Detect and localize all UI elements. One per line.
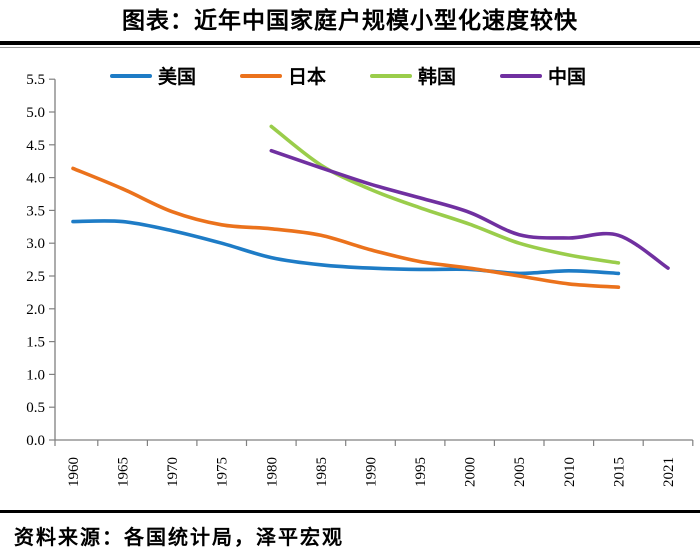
x-axis-label: 1980 [264,457,280,487]
x-axis-label: 2015 [611,457,627,487]
x-axis-label: 1965 [116,457,132,487]
x-axis-label: 2000 [463,457,479,487]
x-axis-label: 1975 [215,457,231,487]
x-axis-label: 1970 [165,457,181,487]
y-axis-label: 3.0 [26,236,45,252]
y-axis-label: 2.0 [26,302,45,318]
y-axis-label: 4.0 [26,171,45,187]
x-axis-label: 1985 [314,457,330,487]
series-line-us [71,219,621,276]
legend-item-us: 美国 [110,65,196,88]
legend-item-korea: 韩国 [370,65,456,88]
line-chart: 0.0 0.5 1.0 1.5 2.0 2.5 3.0 3.5 4.0 4.5 5.0 5.5 1960… [26,65,694,487]
x-axis-label: 2010 [562,457,578,487]
title-divider [0,41,700,49]
legend-item-japan: 日本 [240,65,326,88]
y-axis-label: 3.5 [26,204,45,220]
y-axis-label: 1.5 [26,335,45,351]
legend-label-japan: 日本 [288,65,326,88]
y-axis-label: 1.0 [26,368,45,384]
y-axis-label: 2.5 [26,269,45,285]
series-line-japan [71,166,621,290]
source-divider [0,510,700,514]
y-axis-label: 5.0 [26,105,45,121]
x-axis-label: 1960 [66,457,82,487]
source-note: 资料来源：各国统计局，泽平宏观 [14,527,344,550]
y-axis-label: 4.5 [26,138,45,154]
series-line-china [269,149,670,271]
x-axis-label: 2005 [512,457,528,487]
x-axis-label: 1995 [413,457,429,487]
y-axis-label: 0.5 [26,400,45,416]
legend-label-china: 中国 [548,65,586,88]
legend-label-korea: 韩国 [418,65,456,88]
y-axis-label: 5.5 [26,72,45,88]
legend-item-china: 中国 [500,65,586,88]
legend-label-us: 美国 [158,65,196,88]
series-line-korea [269,124,621,265]
y-axis-label: 0.0 [26,433,45,449]
x-axis-label: 2021 [661,457,677,487]
x-axis-label: 1990 [364,457,380,487]
chart-title: 图表：近年中国家庭户规模小型化速度较快 [122,8,578,33]
